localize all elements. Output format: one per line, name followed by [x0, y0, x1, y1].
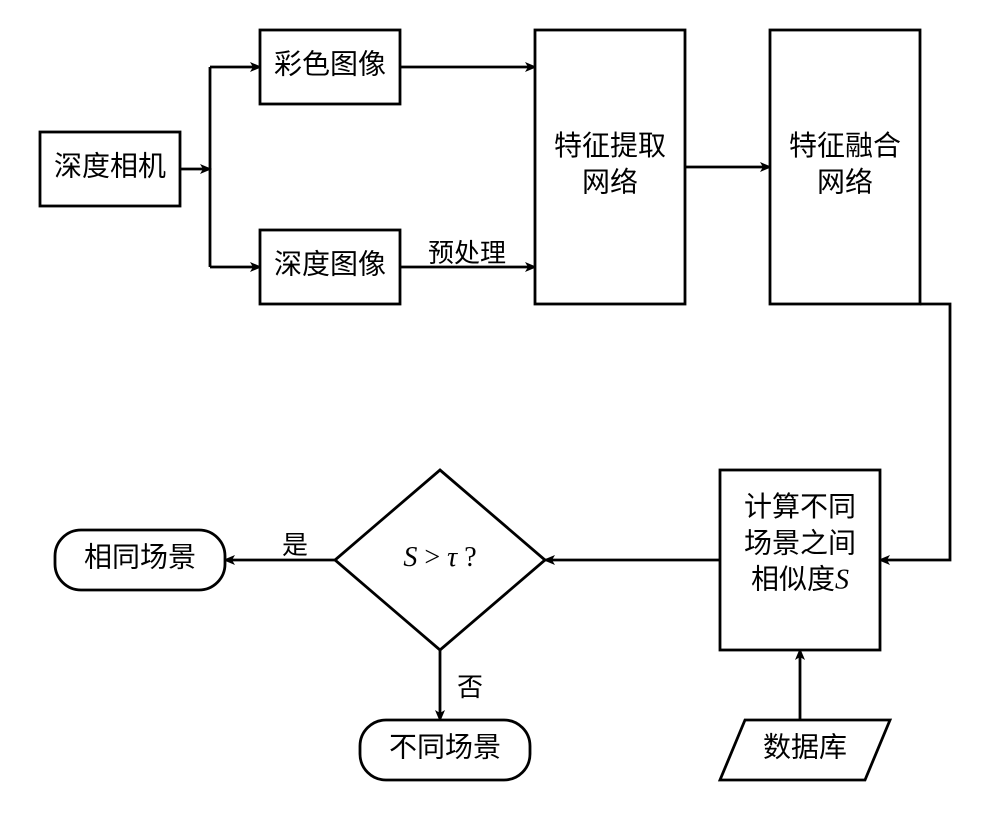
diff_scene-label: 不同场景 — [389, 732, 501, 763]
feat_fusion-label: 特征融合 — [789, 130, 901, 162]
edge-label-10: 否 — [457, 673, 483, 702]
edge-label-9: 是 — [282, 531, 308, 560]
calc_sim-label: 相似度S — [751, 564, 849, 596]
camera-label: 深度相机 — [54, 150, 166, 182]
calc_sim-label: 场景之间 — [744, 527, 856, 559]
color_img-label: 彩色图像 — [274, 48, 386, 80]
database-label: 数据库 — [763, 731, 847, 763]
edge-7 — [880, 304, 950, 560]
decision-label: S > τ ? — [403, 542, 476, 573]
depth_img-label: 深度图像 — [274, 248, 386, 280]
feat_extract-label: 网络 — [582, 167, 638, 199]
calc_sim-label: 计算不同 — [744, 491, 856, 523]
feat_fusion-label: 网络 — [817, 167, 873, 199]
feat_extract-label: 特征提取 — [554, 130, 666, 162]
same_scene-label: 相同场景 — [84, 541, 196, 573]
edge-label-5: 预处理 — [428, 239, 506, 268]
